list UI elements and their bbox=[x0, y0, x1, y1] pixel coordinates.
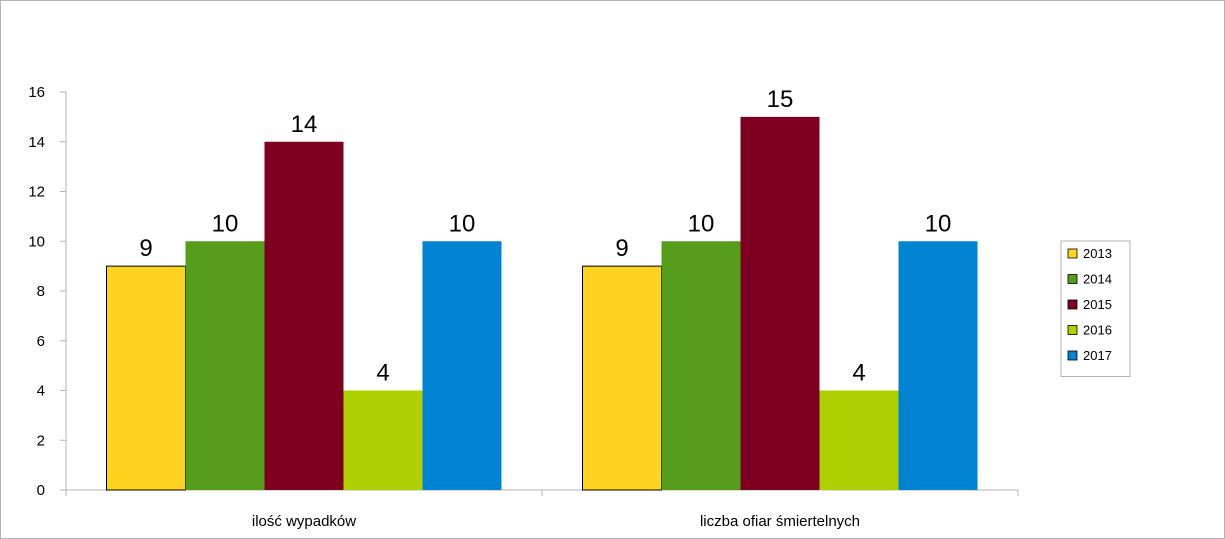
data-label-2013: 9 bbox=[615, 235, 628, 262]
data-label-2014: 10 bbox=[688, 210, 715, 237]
bars bbox=[106, 116, 978, 491]
data-labels: 9 10 14 4 10 9 10 15 4 10 bbox=[139, 86, 951, 387]
data-label-2015: 15 bbox=[767, 86, 794, 113]
x-category-label: liczba ofiar śmiertelnych bbox=[700, 513, 860, 530]
legend-swatch-2016 bbox=[1067, 325, 1078, 335]
y-tick-label: 4 bbox=[37, 383, 45, 400]
data-label-2013: 9 bbox=[139, 235, 152, 262]
bar-2014 bbox=[661, 241, 741, 490]
bar-2015 bbox=[740, 116, 820, 490]
bar-2015 bbox=[264, 141, 344, 490]
legend-swatch-2013 bbox=[1067, 248, 1078, 259]
y-tick-label: 16 bbox=[28, 84, 45, 101]
legend-label-2014: 2014 bbox=[1083, 272, 1112, 287]
data-label-2015: 14 bbox=[291, 111, 318, 138]
legend-label-2017: 2017 bbox=[1083, 348, 1112, 363]
data-label-2016: 4 bbox=[852, 360, 865, 387]
bar-2013 bbox=[582, 265, 662, 491]
legend-swatch-2015 bbox=[1067, 299, 1078, 310]
legend-swatch-2014 bbox=[1067, 274, 1078, 284]
y-tick-label: 10 bbox=[28, 233, 45, 250]
data-label-2016: 4 bbox=[376, 360, 389, 387]
legend: 2013 2014 2015 2016 2017 bbox=[1060, 240, 1131, 377]
y-tick-label: 0 bbox=[37, 482, 45, 499]
y-tick-label: 6 bbox=[37, 333, 45, 350]
legend-label-2013: 2013 bbox=[1083, 246, 1112, 261]
data-label-2017: 10 bbox=[925, 210, 952, 237]
bar-2016 bbox=[819, 390, 899, 490]
y-tick-label: 12 bbox=[28, 184, 45, 201]
bar-2016 bbox=[343, 390, 423, 490]
bar-2017 bbox=[898, 241, 978, 490]
legend-swatch-2017 bbox=[1067, 350, 1078, 361]
data-label-2017: 10 bbox=[449, 210, 476, 237]
legend-label-2015: 2015 bbox=[1083, 297, 1112, 312]
y-tick-label: 8 bbox=[37, 283, 45, 300]
y-tick-label: 2 bbox=[37, 432, 45, 449]
data-label-2014: 10 bbox=[212, 210, 239, 237]
y-tick-label: 14 bbox=[28, 134, 45, 151]
bar-2017 bbox=[422, 241, 502, 490]
bar-2013 bbox=[106, 265, 186, 491]
x-category-label: ilość wypadków bbox=[252, 513, 356, 530]
legend-label-2016: 2016 bbox=[1083, 323, 1112, 338]
bar-2014 bbox=[185, 241, 265, 490]
